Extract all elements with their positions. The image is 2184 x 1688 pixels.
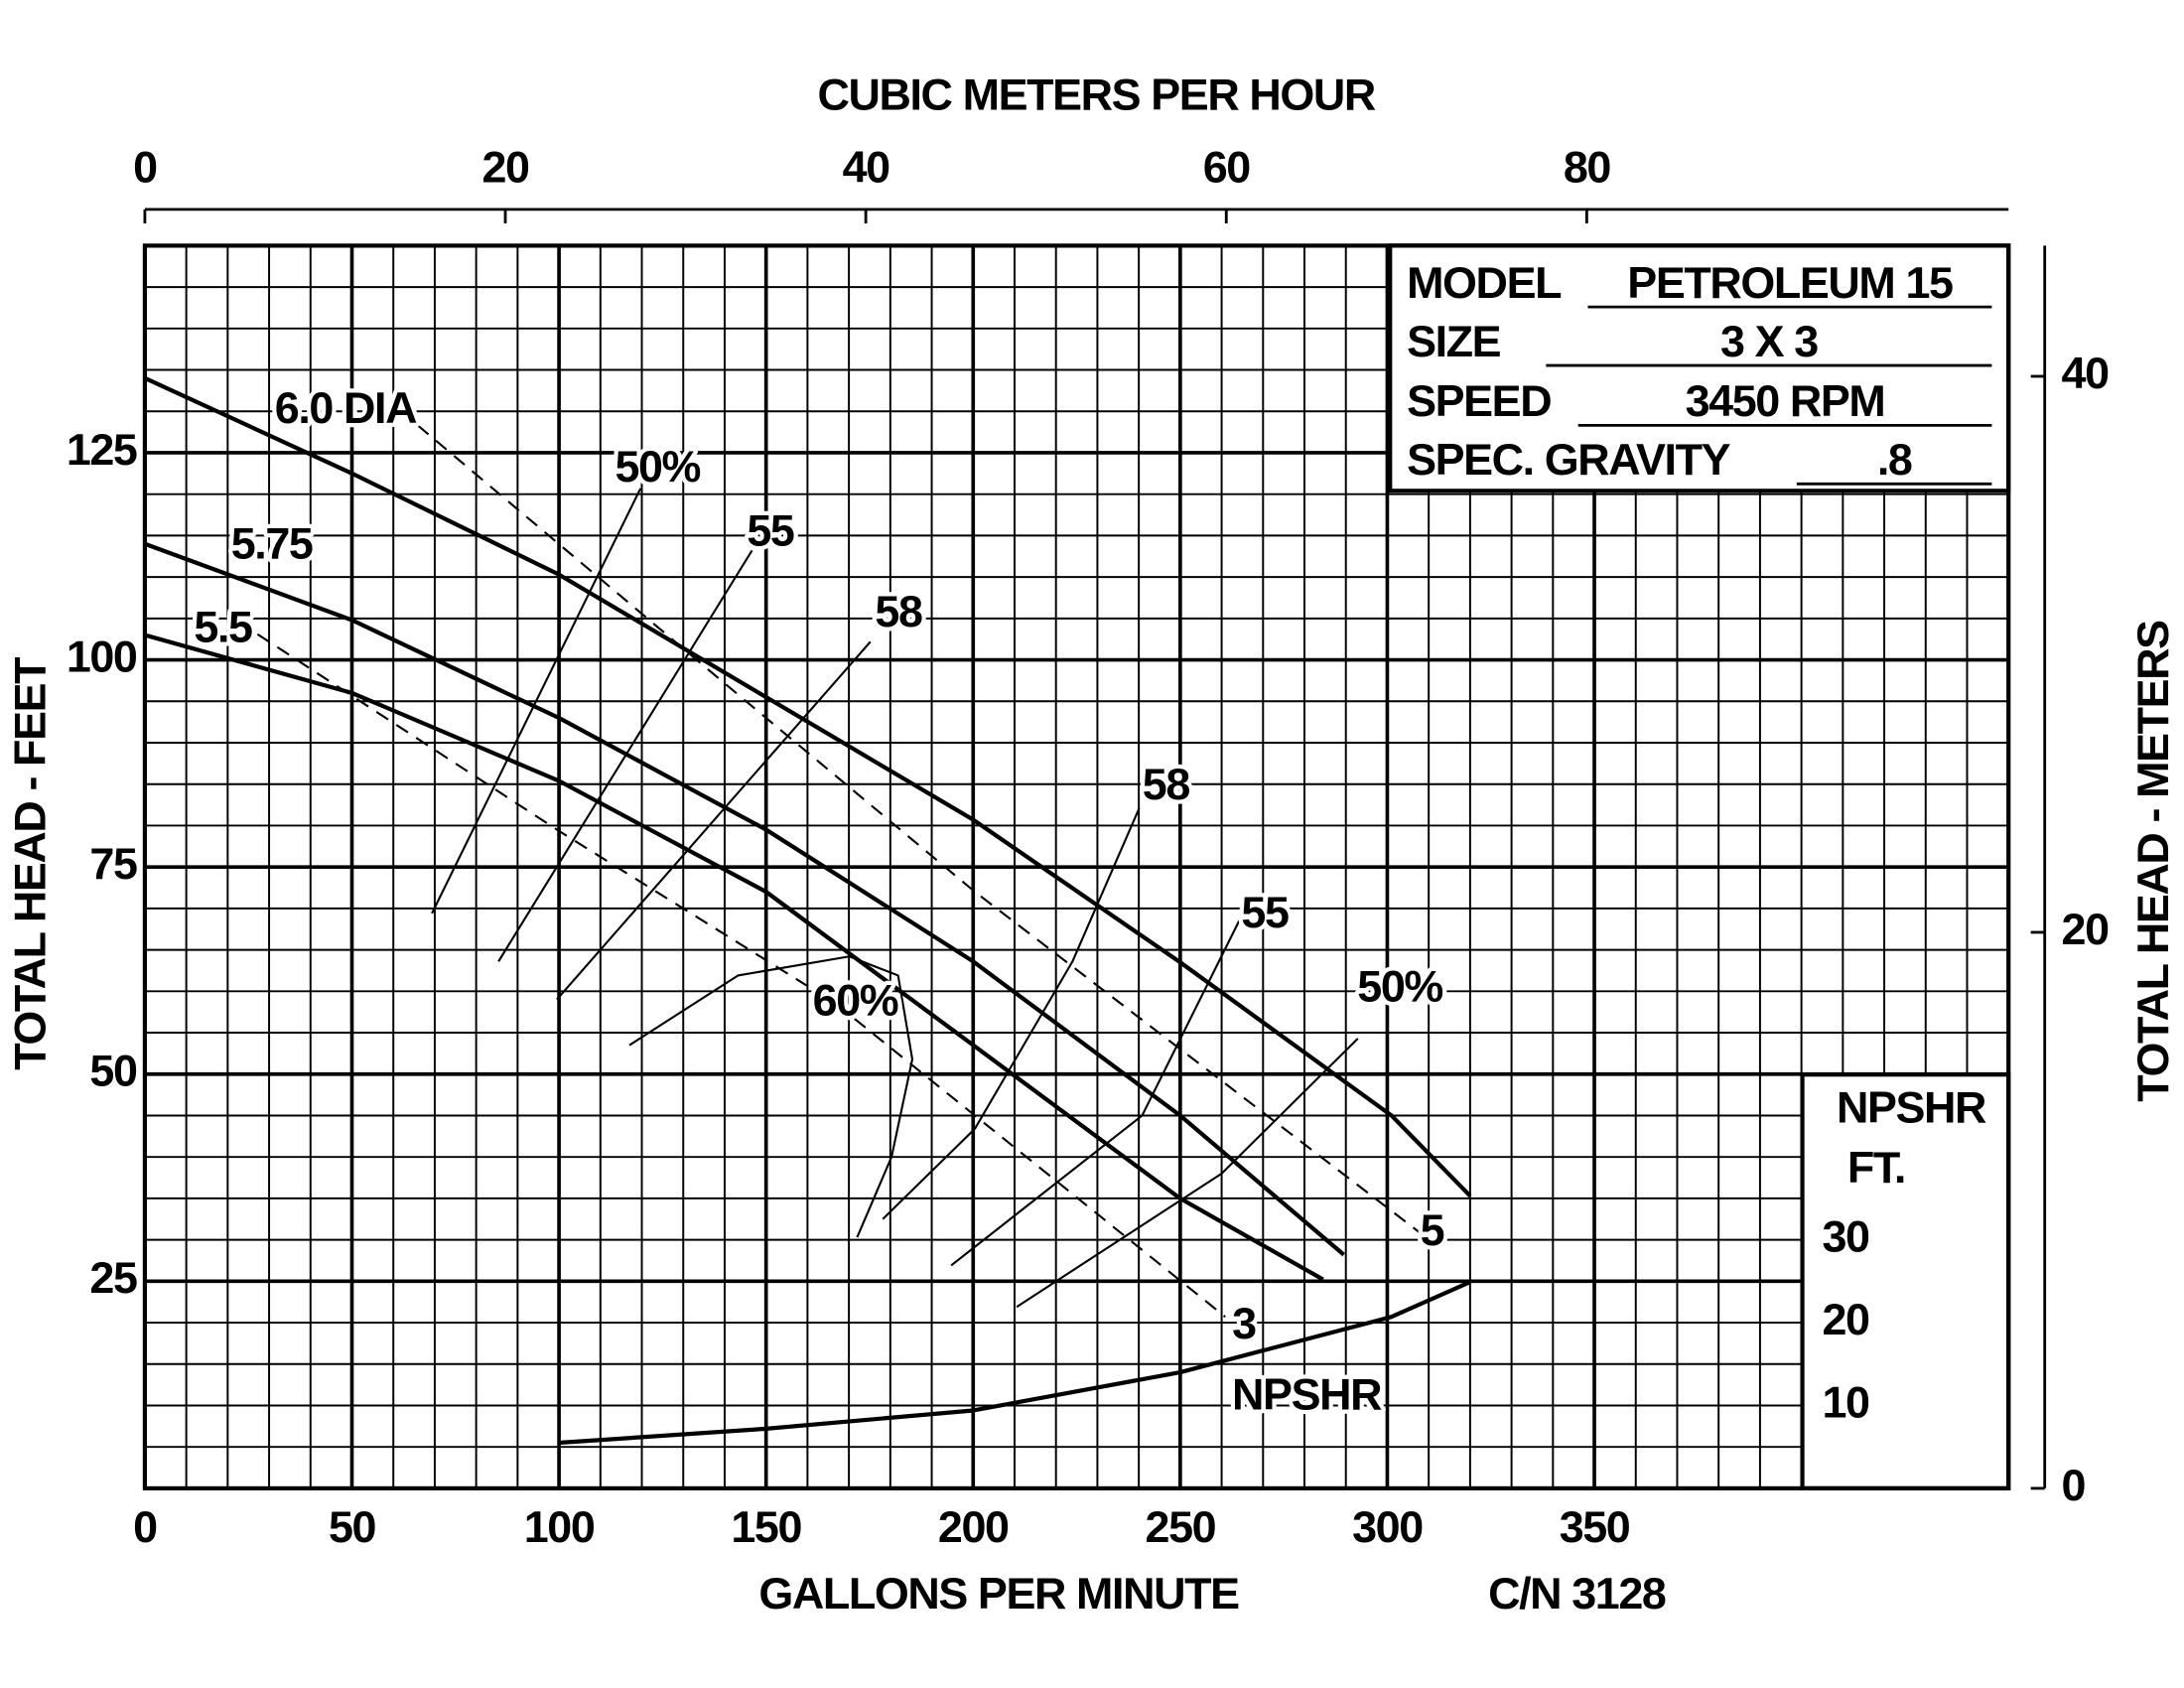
npshr-panel <box>1800 1072 2011 1491</box>
series-label: 5.5 <box>194 601 252 651</box>
series-label: 58 <box>1143 759 1190 809</box>
y-tick-label: 25 <box>89 1252 137 1303</box>
series-label: 55 <box>1241 887 1289 937</box>
series-label: 50% <box>1357 960 1442 1011</box>
y-axis-title: TOTAL HEAD - FEET <box>5 657 56 1070</box>
npshr-tick-label: 10 <box>1823 1376 1870 1427</box>
x-tick-label: 300 <box>1352 1501 1423 1552</box>
npshr-scale-unit: FT. <box>1847 1142 1905 1193</box>
info-box <box>1388 243 2011 493</box>
series-line <box>950 919 1241 1267</box>
info-value: 3450 RPM <box>1686 375 1885 426</box>
series-label: 50% <box>614 441 700 492</box>
x-tick-label: 350 <box>1560 1501 1630 1552</box>
series-label: NPSHR <box>1232 1369 1382 1420</box>
series-label: 5 <box>1421 1204 1444 1255</box>
series-line <box>431 488 642 914</box>
series-line <box>882 807 1141 1220</box>
series-line <box>144 541 1346 1257</box>
x2-tick-label: 60 <box>1203 141 1251 192</box>
series-line <box>497 549 753 962</box>
series-label: 6.0 DIA <box>275 382 417 433</box>
y-tick-label: 100 <box>67 631 137 681</box>
y2-tick-label: 40 <box>2062 348 2110 398</box>
info-label: MODEL <box>1407 257 1562 308</box>
y2-tick-label: 0 <box>2062 1460 2086 1510</box>
plot-frame <box>142 243 2011 1491</box>
info-value: PETROLEUM 15 <box>1627 257 1953 308</box>
npshr-tick-label: 30 <box>1823 1210 1870 1261</box>
series-label: 60% <box>813 975 898 1026</box>
series-line <box>144 633 1324 1282</box>
info-label: SPEED <box>1407 375 1551 426</box>
series-label: 5.75 <box>231 517 313 568</box>
series-line <box>144 375 1472 1197</box>
drawing-number: C/N 3128 <box>1488 1568 1666 1618</box>
x2-tick-label: 40 <box>843 141 890 192</box>
series-line <box>417 424 1422 1234</box>
info-label: SIZE <box>1407 316 1501 366</box>
x2-tick-label: 20 <box>481 141 529 192</box>
series-label: 55 <box>747 505 794 556</box>
y2-tick-label: 20 <box>2062 904 2110 954</box>
x-tick-label: 0 <box>133 1501 157 1552</box>
npshr-scale-title: NPSHR <box>1837 1082 1986 1133</box>
grid <box>143 245 2009 1489</box>
top-axis-title: CUBIC METERS PER HOUR <box>817 70 1375 120</box>
info-label: SPEC. GRAVITY <box>1407 434 1730 485</box>
x-axis-title: GALLONS PER MINUTE <box>758 1568 1239 1618</box>
curves <box>144 375 1472 1446</box>
series-line <box>1016 1038 1359 1309</box>
info-value: 3 X 3 <box>1720 316 1818 366</box>
series-line <box>558 1280 1471 1446</box>
x-tick-label: 250 <box>1146 1501 1216 1552</box>
x2-tick-label: 80 <box>1564 141 1611 192</box>
npshr-tick-label: 20 <box>1823 1294 1870 1344</box>
x-tick-label: 100 <box>524 1501 595 1552</box>
x-tick-label: 50 <box>329 1501 376 1552</box>
series-label: 58 <box>875 586 922 636</box>
x-tick-label: 150 <box>731 1501 801 1552</box>
y-tick-label: 125 <box>67 424 137 475</box>
y2-axis-title: TOTAL HEAD - METERS <box>2127 621 2178 1102</box>
series-line <box>628 955 914 1238</box>
y-tick-label: 50 <box>89 1046 137 1096</box>
x2-tick-label: 0 <box>133 141 157 192</box>
x-tick-label: 200 <box>938 1501 1009 1552</box>
series-line <box>256 633 1226 1319</box>
overlay: MODEL PETROLEUM 15 SIZE 3 X 3 SPEED 3450 RPM S… <box>142 243 2011 1491</box>
series-line <box>556 640 872 1001</box>
y-tick-label: 75 <box>89 838 137 889</box>
info-value: .8 <box>1877 434 1912 485</box>
series-label: 3 <box>1232 1298 1256 1348</box>
